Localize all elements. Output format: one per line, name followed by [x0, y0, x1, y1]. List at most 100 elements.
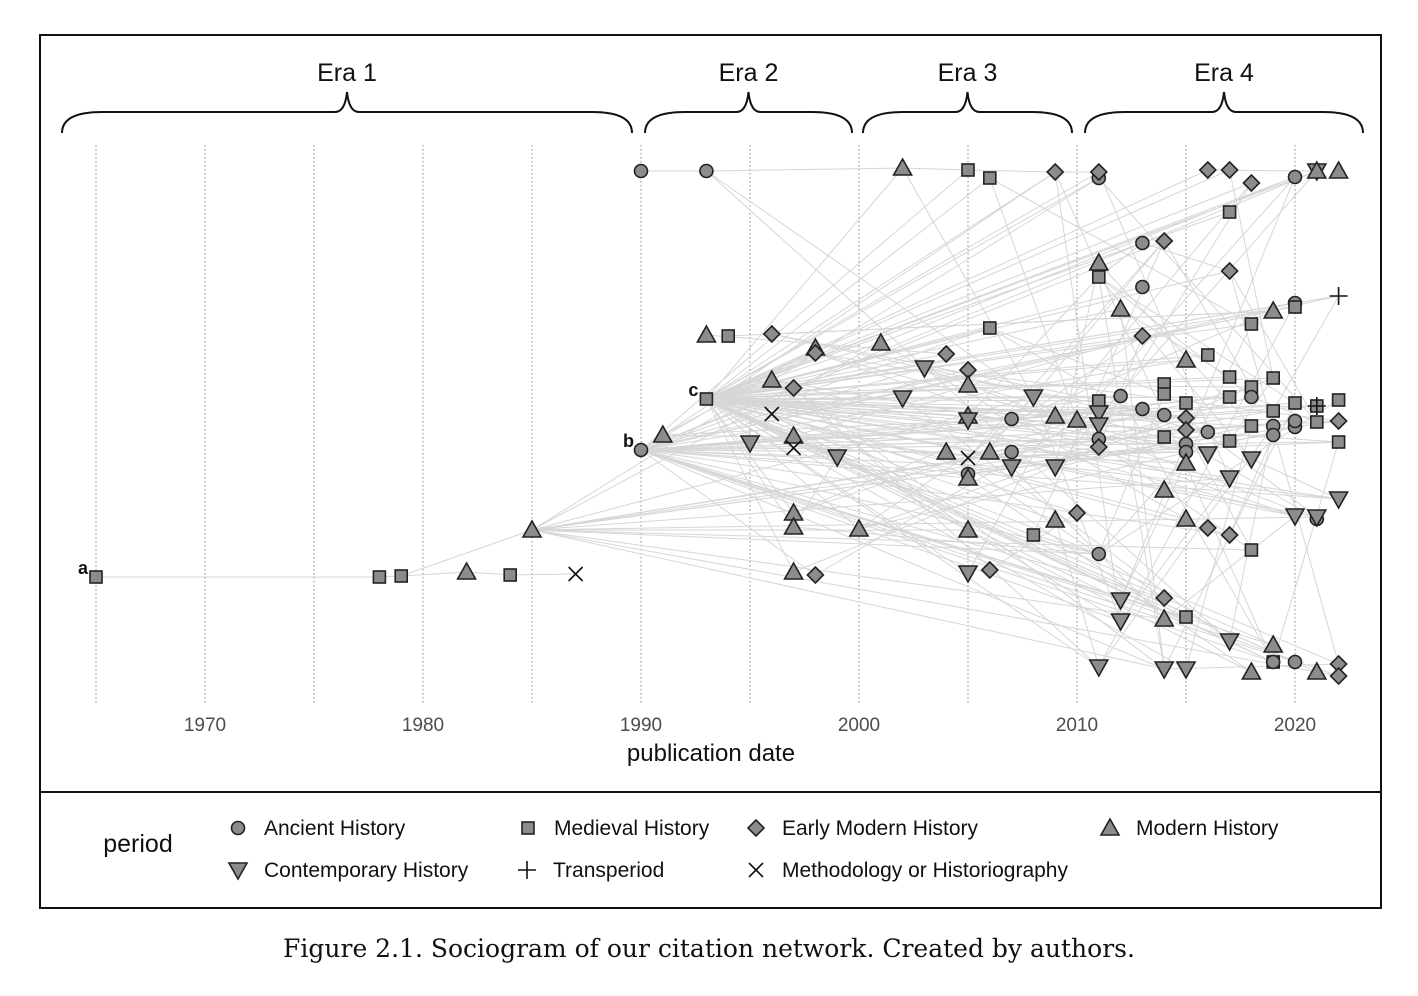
citation-edge: [706, 398, 969, 475]
citation-edge: [706, 398, 1099, 440]
citation-edge: [706, 177, 1100, 400]
citation-edge: [793, 387, 1165, 670]
node-triangle-down: [1001, 459, 1022, 478]
citation-edge: [706, 359, 1187, 400]
citation-edge: [706, 352, 816, 400]
node-square: [1331, 393, 1346, 407]
node-triangle-down: [739, 435, 761, 454]
citation-edge: [1054, 519, 1100, 668]
citation-edge: [902, 167, 1034, 398]
citation-edge: [706, 177, 991, 400]
citation-edge: [967, 415, 1056, 574]
node-triangle-down: [1284, 508, 1306, 527]
citation-edge: [706, 398, 1318, 673]
citation-edge: [706, 167, 903, 172]
citation-edge: [1163, 515, 1296, 620]
citation-edge: [1054, 182, 1252, 417]
citation-edge: [510, 573, 576, 576]
citation-edge: [771, 310, 1274, 415]
citation-edge: [706, 398, 969, 574]
citation-edge: [662, 352, 816, 436]
node-diamond: [1329, 666, 1348, 686]
node-square: [1310, 415, 1324, 429]
citation-edge: [1229, 270, 1340, 665]
node-x: [960, 450, 976, 466]
node-square: [699, 392, 714, 406]
node-triangle-up: [1153, 608, 1175, 627]
legend-item-label: Ancient History: [264, 817, 406, 840]
node-triangle-up: [783, 561, 804, 580]
node-x: [568, 566, 584, 582]
node-circle: [1244, 389, 1259, 405]
node-triangle-up: [848, 518, 870, 537]
node-triangle-up: [1262, 634, 1284, 653]
node-diamond: [1242, 173, 1261, 193]
citation-edge: [1098, 425, 1274, 668]
citation-edge: [902, 167, 969, 171]
citation-edge: [531, 529, 1252, 551]
node-triangle-up: [1066, 409, 1088, 428]
node-diamond: [1220, 261, 1239, 281]
citation-edge: [706, 169, 1230, 400]
node-circle: [1287, 169, 1303, 185]
node-circle: [1113, 388, 1128, 404]
citation-edge: [815, 352, 1165, 416]
citation-edge: [1272, 295, 1340, 412]
node-triangle-up: [1044, 405, 1066, 424]
citation-edge: [706, 327, 990, 400]
legend-item-label: Modern History: [1136, 817, 1279, 840]
citation-edge: [531, 529, 1339, 677]
node-triangle-up: [1110, 298, 1131, 317]
citation-edge: [466, 571, 511, 576]
node-triangle-up: [957, 374, 979, 393]
x-tick-label: 2020: [1274, 715, 1316, 736]
legend-x-icon: [748, 862, 764, 878]
citation-edge: [793, 310, 1274, 514]
node-triangle-down: [1110, 613, 1131, 632]
citation-edge: [1229, 270, 1318, 423]
node-triangle-down: [1219, 470, 1240, 489]
era-brace: [644, 91, 853, 134]
node-triangle-down: [1088, 659, 1110, 678]
citation-edge: [1098, 396, 1252, 440]
era-braces: Era 1 Era 2 Era 3 Era 4: [61, 59, 1364, 134]
node-square: [1331, 435, 1346, 449]
node-triangle-up: [1306, 661, 1328, 680]
node-plus: [1329, 287, 1348, 305]
era-label: Era 3: [938, 59, 998, 87]
node-square: [1244, 543, 1259, 557]
node-square: [1244, 317, 1259, 331]
node-diamond: [762, 324, 781, 344]
node-circle: [1156, 407, 1172, 423]
legend-item-label: Early Modern History: [782, 817, 979, 840]
citation-edge: [1120, 395, 1274, 663]
citation-edge: [771, 405, 1317, 415]
node-triangle-up: [1153, 479, 1175, 498]
node-plus: [1307, 397, 1326, 415]
node-square: [721, 329, 736, 343]
citation-edge: [640, 449, 1121, 622]
citation-edge: [640, 449, 816, 576]
node-square: [394, 569, 409, 583]
citation-edge: [989, 177, 1078, 421]
node-triangle-down: [914, 360, 935, 379]
node-diamond: [1089, 437, 1108, 457]
node-square: [1222, 390, 1237, 404]
node-square: [372, 570, 387, 584]
citation-edge: [771, 333, 1187, 419]
node-triangle-up: [1088, 252, 1110, 271]
node-square: [89, 570, 103, 584]
node-diamond: [1155, 231, 1174, 251]
citation-edge: [1033, 534, 1099, 555]
citation-edge: [771, 413, 1078, 514]
x-tick-label: 2010: [1056, 715, 1098, 736]
node-triangle-up: [870, 332, 892, 351]
citation-edge: [793, 419, 1078, 514]
node-triangle-down: [1088, 417, 1110, 436]
citation-edge: [706, 169, 1209, 400]
citation-edge: [706, 398, 1056, 521]
node-triangle-down: [1044, 459, 1066, 478]
node-square: [1179, 610, 1193, 624]
node-square: [1288, 396, 1302, 410]
